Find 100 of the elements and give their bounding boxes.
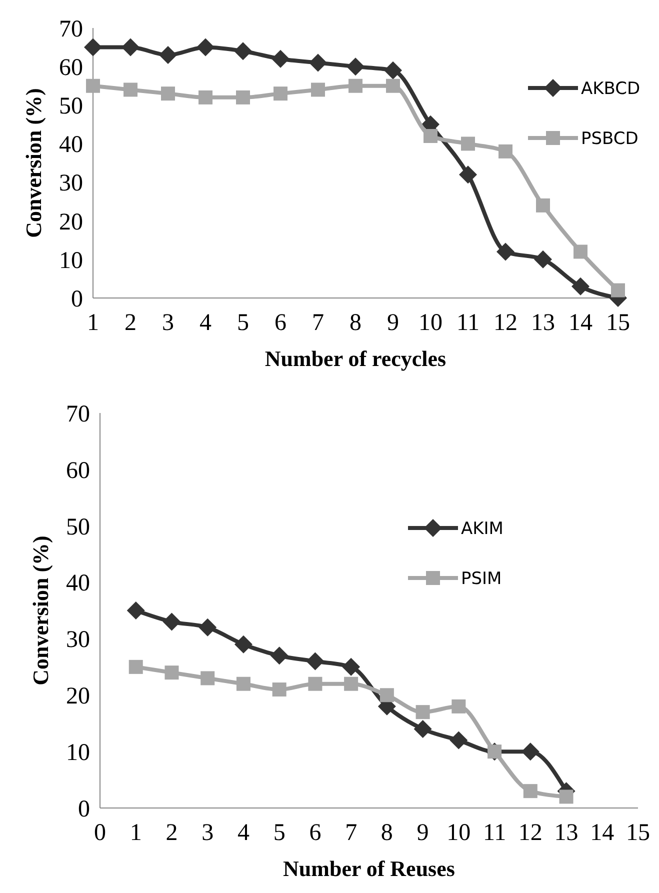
x-tick-label: 7 — [312, 310, 324, 336]
x-tick-label: 7 — [345, 820, 358, 846]
point — [306, 652, 324, 670]
legend-label: AKBCD — [581, 78, 640, 99]
x-tick-label: 12 — [494, 310, 518, 336]
point — [198, 618, 217, 636]
x-tick-label: 6 — [274, 310, 286, 336]
point — [274, 86, 288, 101]
y-tick-label: 70 — [66, 401, 90, 428]
x-tick-label: 8 — [350, 310, 362, 336]
point — [86, 78, 100, 93]
y-tick-label: 50 — [66, 514, 90, 540]
point — [234, 42, 252, 60]
point — [128, 660, 143, 674]
x-tick-label: 15 — [606, 310, 630, 336]
point — [346, 58, 364, 76]
point — [498, 144, 512, 158]
point — [272, 50, 290, 68]
point — [200, 671, 215, 686]
y-tick-label: 10 — [59, 248, 83, 274]
point — [236, 676, 250, 691]
point — [164, 666, 179, 680]
x-tick-label: 5 — [273, 820, 286, 846]
y-tick-label: 0 — [71, 286, 83, 312]
point — [342, 658, 360, 676]
x-tick-label: 0 — [94, 820, 106, 846]
point — [272, 682, 286, 696]
point — [270, 646, 288, 665]
point — [559, 790, 574, 804]
x-tick-label: 1 — [87, 310, 99, 336]
x-tick-label: 12 — [518, 820, 542, 846]
point — [536, 198, 550, 212]
point — [311, 82, 325, 97]
point — [309, 54, 327, 72]
point — [84, 38, 102, 56]
x-tick-label: 10 — [446, 820, 471, 846]
point — [386, 78, 400, 93]
x-axis-title: Number of recycles — [264, 346, 447, 371]
y-axis-title: Conversion (%) — [21, 88, 46, 238]
point — [452, 699, 466, 714]
x-tick-label: 5 — [237, 310, 249, 336]
point — [344, 676, 358, 691]
y-tick-label: 30 — [59, 170, 83, 197]
point — [611, 283, 625, 298]
point — [234, 635, 252, 654]
point — [380, 688, 394, 702]
x-tick-label: 10 — [418, 310, 442, 336]
point — [122, 38, 140, 56]
x-tick-label: 15 — [626, 820, 650, 846]
y-tick-label: 50 — [59, 94, 83, 120]
point — [523, 784, 538, 798]
point — [124, 82, 138, 97]
y-tick-label: 10 — [66, 740, 90, 766]
x-tick-label: 3 — [162, 310, 174, 336]
point — [159, 46, 177, 64]
y-tick-label: 40 — [59, 132, 83, 158]
legend-label: PSIM — [461, 568, 502, 589]
y-tick-label: 20 — [66, 684, 90, 710]
legend-label: AKIM — [461, 518, 504, 539]
point — [534, 250, 552, 268]
x-tick-label: 13 — [531, 310, 555, 336]
point — [572, 277, 590, 296]
point — [308, 676, 322, 691]
y-tick-label: 40 — [66, 570, 90, 597]
x-tick-label: 3 — [202, 820, 214, 846]
point — [384, 61, 402, 80]
x-tick-label: 2 — [166, 820, 178, 846]
x-tick-label: 6 — [309, 820, 322, 846]
x-tick-label: 4 — [200, 310, 212, 336]
x-tick-label: 4 — [237, 820, 250, 846]
x-tick-label: 11 — [482, 820, 506, 846]
point — [496, 242, 514, 261]
y-tick-label: 0 — [78, 796, 90, 822]
point — [416, 705, 430, 720]
point — [424, 129, 438, 143]
y-tick-label: 60 — [59, 54, 83, 81]
x-tick-label: 1 — [130, 820, 142, 846]
point — [236, 90, 250, 104]
legend-label: PSBCD — [581, 128, 638, 149]
point — [161, 86, 175, 101]
point — [348, 78, 362, 93]
point — [521, 742, 540, 761]
x-axis-title: Number of Reuses — [283, 856, 456, 881]
x-tick-label: 9 — [416, 820, 429, 846]
x-tick-label: 13 — [554, 820, 578, 846]
point — [162, 612, 181, 631]
point — [414, 720, 432, 738]
point — [196, 38, 214, 56]
y-tick-label: 70 — [59, 16, 83, 42]
x-tick-label: 14 — [590, 820, 614, 846]
y-axis-title: Conversion (%) — [28, 536, 53, 686]
point — [126, 602, 145, 620]
point — [574, 244, 588, 259]
x-tick-label: 2 — [124, 310, 136, 336]
x-tick-label: 14 — [568, 310, 592, 336]
point — [450, 731, 468, 750]
point — [459, 166, 477, 184]
x-tick-label: 8 — [380, 820, 393, 846]
y-tick-label: 20 — [59, 209, 83, 236]
x-tick-label: 11 — [456, 310, 480, 336]
